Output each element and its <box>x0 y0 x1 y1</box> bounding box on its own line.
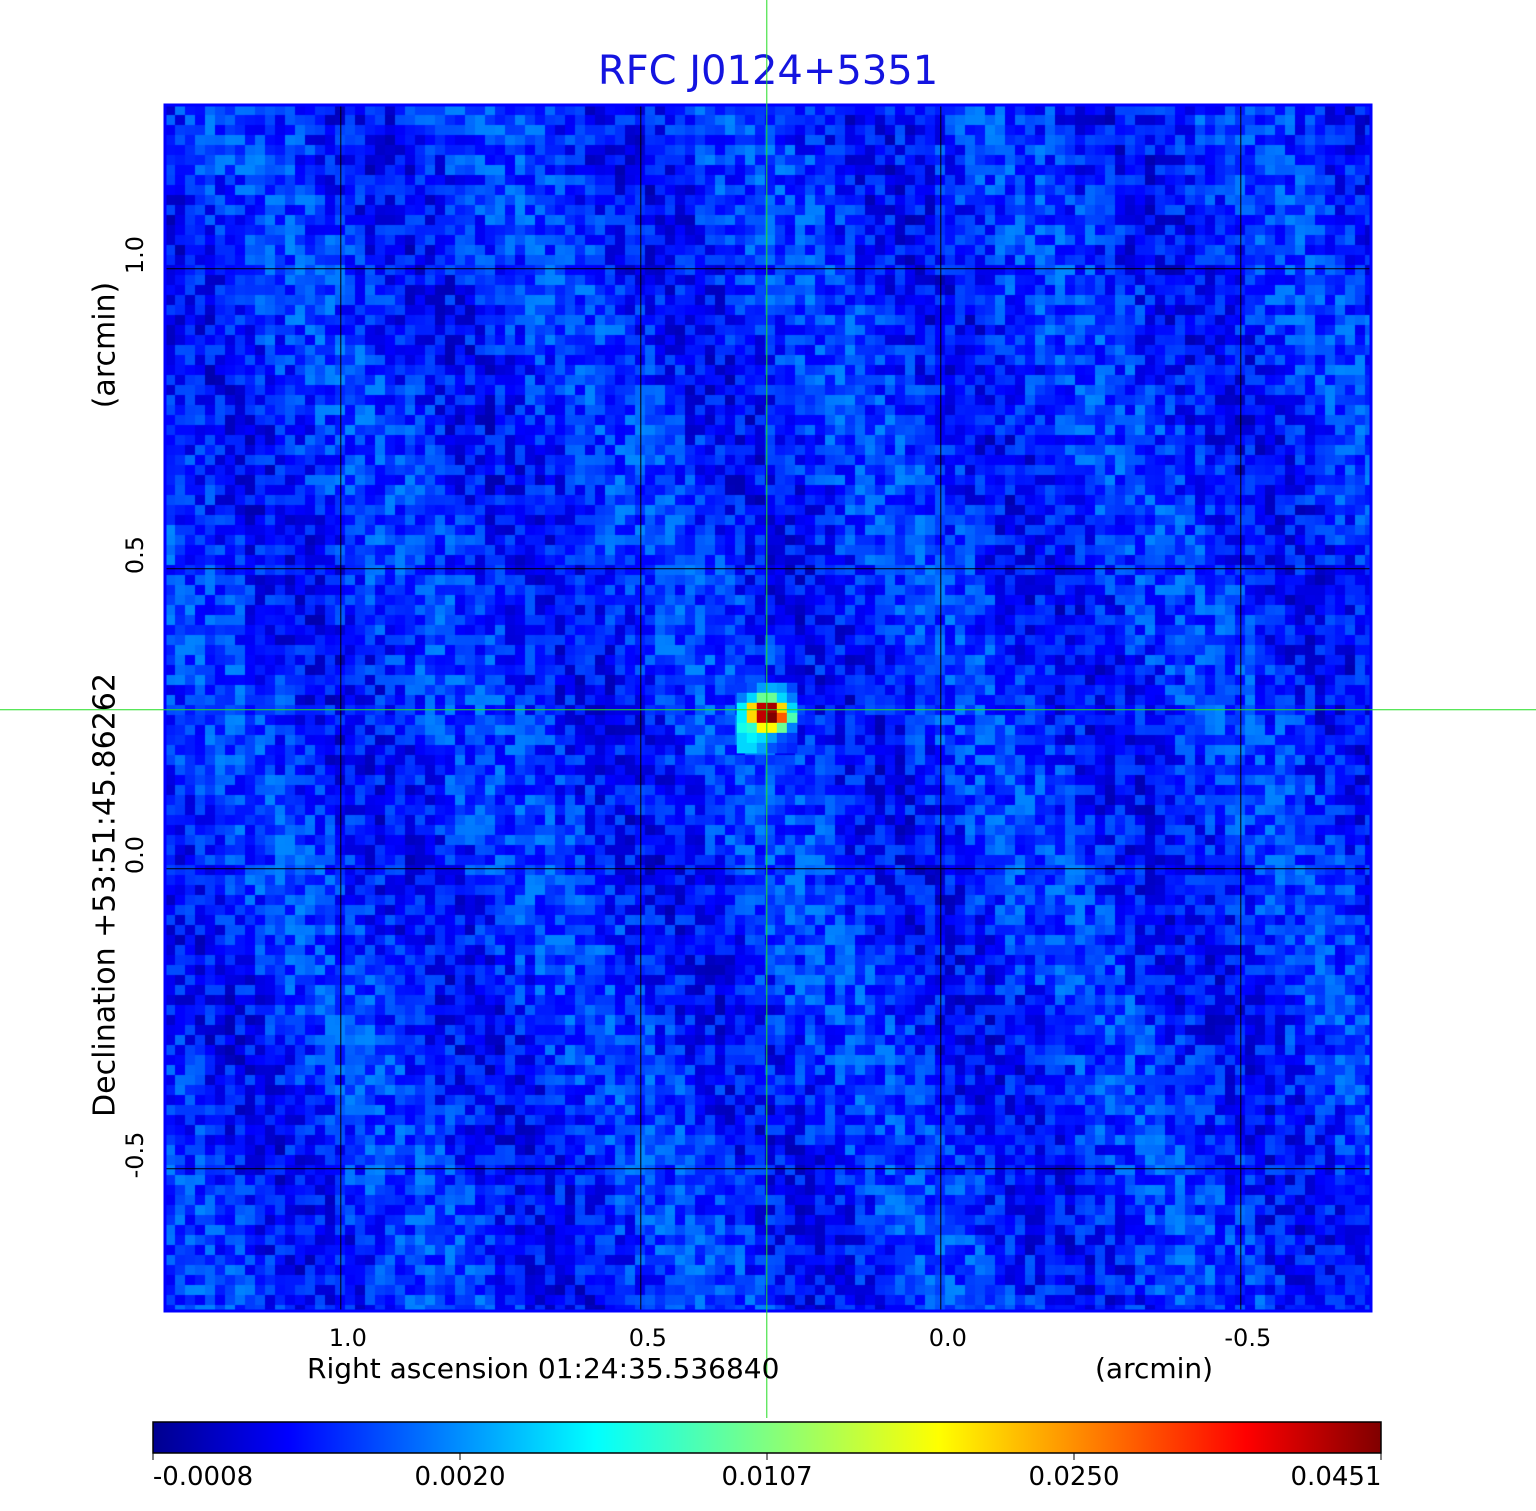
source-pixel <box>746 742 758 754</box>
source-pixel <box>756 682 768 694</box>
source-pixel <box>776 682 788 694</box>
source-pixel <box>776 712 788 724</box>
colorbar-tick-label: 0.0020 <box>414 1462 506 1492</box>
source-pixel <box>736 702 748 714</box>
source-pixel <box>786 712 798 724</box>
source-pixel <box>786 722 798 734</box>
source-pixel <box>746 732 758 744</box>
source-pixel <box>736 692 748 704</box>
source-pixel <box>746 692 758 704</box>
source-pixel <box>756 732 768 744</box>
source-pixel <box>756 692 768 704</box>
source-pixel <box>786 742 798 754</box>
y-tick-label: 1.0 <box>121 235 149 274</box>
colorbar-tick-label: 0.0250 <box>1028 1462 1120 1492</box>
x-axis-label: Right ascension 01:24:35.536840 <box>307 1352 780 1385</box>
source-pixel <box>776 732 788 744</box>
colorbar-tick-label: 0.0451 <box>1290 1462 1382 1492</box>
y-axis-unit: (arcmin) <box>87 281 123 409</box>
grid-lines <box>165 105 1371 1311</box>
source-pixel <box>786 692 798 704</box>
source-pixel <box>776 742 788 754</box>
source-pixel <box>786 732 798 744</box>
y-tick-label: -0.5 <box>121 1131 149 1179</box>
x-axis-unit: (arcmin) <box>1095 1352 1214 1385</box>
x-tick-label: -0.5 <box>1224 1324 1272 1352</box>
source-pixel <box>766 742 778 754</box>
source-pixel <box>766 732 778 744</box>
source-pixel <box>766 712 778 724</box>
source-pixel <box>736 682 748 694</box>
x-tick-label: 1.0 <box>328 1324 367 1352</box>
source-pixel <box>766 722 778 734</box>
source-pixel <box>766 682 778 694</box>
source-pixel <box>786 682 798 694</box>
chart-title: RFC J0124+5351 <box>597 48 939 94</box>
y-tick-label: 0.0 <box>121 835 149 874</box>
source-pixel <box>756 702 768 714</box>
source-pixel <box>736 722 748 734</box>
source-pixel <box>756 742 768 754</box>
source-pixel <box>746 702 758 714</box>
y-axis-label: Declination +53:51:45.86262 <box>87 673 123 1117</box>
source-pixel <box>746 682 758 694</box>
source-pixel <box>756 722 768 734</box>
colorbar-tick-label: 0.0107 <box>721 1462 813 1492</box>
source-pixel <box>776 702 788 714</box>
colorbar-ticks <box>152 1453 1382 1460</box>
source-pixel <box>786 702 798 714</box>
source-pixel <box>756 712 768 724</box>
colorbar <box>152 1421 1382 1454</box>
source-pixels <box>736 682 798 754</box>
source-pixel <box>766 692 778 704</box>
source-pixel <box>736 732 748 744</box>
source-pixel <box>776 722 788 734</box>
x-tick-label: 0.0 <box>928 1324 967 1352</box>
source-pixel <box>736 742 748 754</box>
plot-frame <box>163 103 1373 1313</box>
y-tick-label: 0.5 <box>121 535 149 574</box>
source-pixel <box>776 692 788 704</box>
crosshair <box>0 0 1536 1418</box>
source-pixel <box>766 702 778 714</box>
source-pixel <box>746 712 758 724</box>
source-pixel <box>746 722 758 734</box>
source-pixel <box>736 712 748 724</box>
x-tick-label: 0.5 <box>628 1324 667 1352</box>
colorbar-tick-label: -0.0008 <box>152 1462 254 1492</box>
